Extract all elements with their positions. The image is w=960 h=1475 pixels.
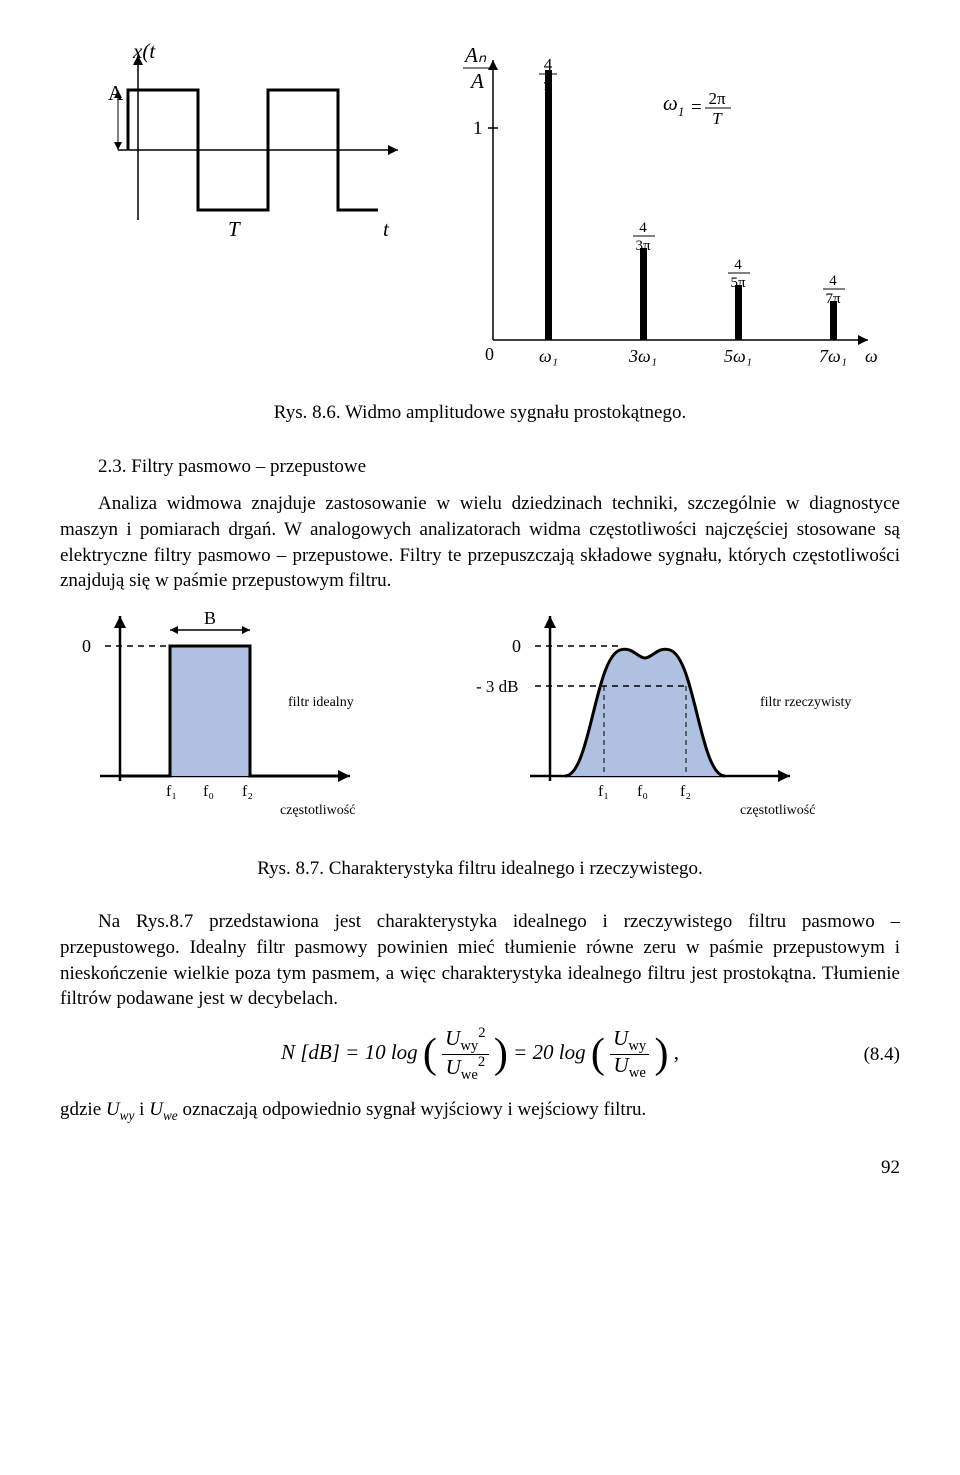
xtick-5w1: 5ω₁ xyxy=(724,346,752,366)
ideal-y0: 0 xyxy=(82,636,91,656)
xtick-7w1: 7ω₁ xyxy=(819,346,847,366)
svg-text:ω1: ω1 xyxy=(663,91,684,119)
real-3db: - 3 dB xyxy=(476,677,519,696)
amp-label: A xyxy=(108,81,124,105)
equation-8-4: N [dB] = 10 log ( Uwy2 Uwe2 ) = 20 log (… xyxy=(60,1026,900,1083)
real-filter-plot: 0 - 3 dB f₁ f₀ f₂ filtr rzeczywisty częs… xyxy=(470,606,890,836)
xtick-3w1: 3ω₁ xyxy=(628,346,657,366)
ideal-filter-plot: 0 B f₁ f₀ f₂ filtr idealny częstotliwość xyxy=(70,606,450,836)
paragraph-3: gdzie Uwy i Uwe oznaczają odpowiednio sy… xyxy=(60,1097,900,1125)
svg-text:4: 4 xyxy=(829,273,837,289)
ideal-xlabel: częstotliwość xyxy=(280,803,355,818)
xtick-0: 0 xyxy=(485,344,494,364)
xt-label: x(t xyxy=(132,40,156,63)
bandwidth-label: B xyxy=(204,608,216,628)
figure-8-7: 0 B f₁ f₀ f₂ filtr idealny częstotliwość… xyxy=(60,606,900,836)
a-denom-label: A xyxy=(469,69,484,93)
omega-eq: = xyxy=(691,97,702,118)
an-label: Aₙ xyxy=(463,43,487,67)
ideal-f0: f₀ xyxy=(203,783,214,800)
real-f0: f₀ xyxy=(637,783,648,800)
ideal-label: filtr idealny xyxy=(288,695,354,710)
xtick-omega: ω xyxy=(865,346,878,366)
real-f1: f₁ xyxy=(598,783,609,800)
figure-8-6: x(t A T t Aₙ A 1 4 π ω1 = 2π T xyxy=(60,40,900,380)
eq-mid: = 20 log xyxy=(513,1040,586,1064)
spectrum-bar-2 xyxy=(640,248,647,340)
ideal-f1: f₁ xyxy=(166,783,177,800)
figure-8-7-caption: Rys. 8.7. Charakterystyka filtru idealne… xyxy=(60,856,900,882)
svg-text:5π: 5π xyxy=(730,275,746,291)
real-f2: f₂ xyxy=(680,783,691,800)
ideal-f2: f₂ xyxy=(242,783,253,800)
svg-text:4: 4 xyxy=(734,257,742,273)
eq-lhs: N [dB] = 10 log xyxy=(281,1040,418,1064)
svg-text:7π: 7π xyxy=(825,291,841,307)
svg-text:Aₙ: Aₙ xyxy=(463,43,487,67)
figure-8-6-caption: Rys. 8.6. Widmo amplitudowe sygnału pros… xyxy=(60,400,900,426)
paragraph-2: Na Rys.8.7 przedstawiona jest charaktery… xyxy=(60,909,900,1012)
time-label: t xyxy=(383,217,390,240)
period-label: T xyxy=(228,217,241,240)
spectrum-bar-3 xyxy=(735,285,742,340)
xtick-w1: ω₁ xyxy=(539,346,558,366)
square-wave-plot: x(t A T t xyxy=(78,40,418,240)
omega-num: 2π xyxy=(708,89,726,108)
real-label: filtr rzeczywisty xyxy=(760,695,851,710)
real-y0: 0 xyxy=(512,636,521,656)
svg-text:4: 4 xyxy=(639,220,647,236)
paragraph-1: Analiza widmowa znajduje zastosowanie w … xyxy=(60,491,900,594)
real-xlabel: częstotliwość xyxy=(740,803,815,818)
svg-text:3π: 3π xyxy=(635,238,651,254)
page-number: 92 xyxy=(60,1155,900,1181)
section-heading: 2.3. Filtry pasmowo – przepustowe xyxy=(60,454,900,480)
omega-lhs: ω xyxy=(663,91,678,115)
spectrum-plot: Aₙ A 1 4 π ω1 = 2π T 4 3π 4 5π 4 7π 0 ω xyxy=(453,40,883,380)
ytick-1: 1 xyxy=(473,118,483,139)
omega-den: T xyxy=(712,109,723,128)
equation-number: (8.4) xyxy=(864,1042,900,1068)
spectrum-bar-1 xyxy=(545,70,552,340)
